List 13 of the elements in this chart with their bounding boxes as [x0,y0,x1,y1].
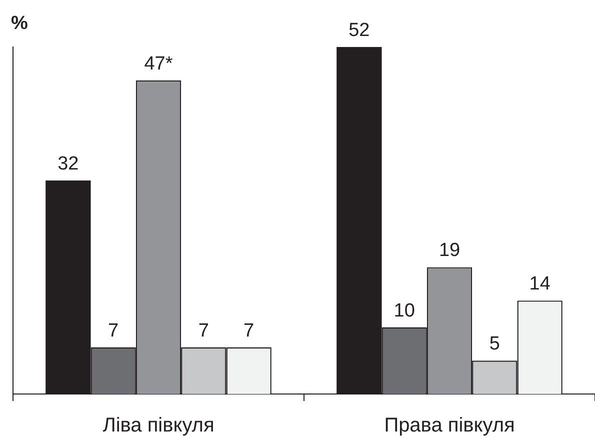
data-label: 14 [529,274,551,295]
data-label: 32 [58,153,79,174]
data-label: 7 [108,320,119,342]
data-label: 52 [348,20,370,41]
y-axis-title: % [11,13,28,34]
data-label: 19 [438,240,460,262]
data-label: 7 [198,320,209,342]
data-label: 5 [489,334,500,355]
data-label: 10 [394,300,415,322]
data-label: 7 [244,320,254,342]
data-label: 47* [144,53,174,74]
x-tick-label: Права півкуля [384,414,515,437]
x-tick-label: Ліва півкуля [102,414,214,437]
